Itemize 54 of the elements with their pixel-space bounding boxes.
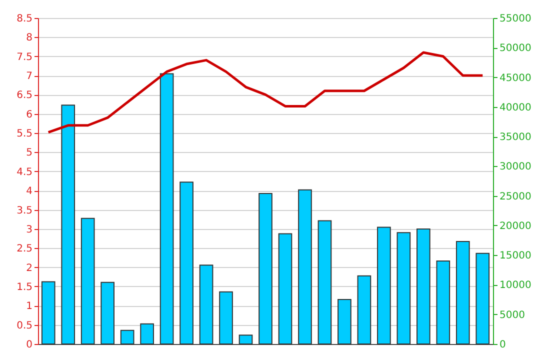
y-tick-label: 6.5 bbox=[16, 90, 32, 102]
line-series bbox=[47, 51, 484, 134]
y-tick-label: 1.5 bbox=[16, 282, 32, 293]
bar bbox=[456, 240, 470, 344]
y-tick-label: 2 bbox=[26, 262, 32, 274]
bar bbox=[377, 226, 391, 344]
bar bbox=[219, 291, 233, 344]
bar bbox=[338, 299, 352, 344]
y2-tick-label: 40000 bbox=[500, 102, 532, 114]
bar bbox=[80, 218, 95, 344]
bar bbox=[120, 330, 134, 344]
bar bbox=[357, 275, 372, 344]
bar bbox=[199, 264, 214, 344]
y-tick-label: 6 bbox=[26, 109, 32, 120]
y2-tick-label: 20000 bbox=[500, 220, 532, 232]
y-tick-label: 0 bbox=[26, 340, 32, 350]
y2-tick-label: 15000 bbox=[500, 250, 532, 262]
bar bbox=[61, 104, 76, 344]
y2-tick-label: 5000 bbox=[500, 310, 525, 321]
bar bbox=[436, 260, 450, 344]
bar bbox=[140, 323, 154, 344]
y2-tick-label: 35000 bbox=[500, 132, 532, 144]
bar bbox=[180, 182, 194, 344]
y-tick-label: 8 bbox=[26, 32, 32, 44]
y2-tick-label: 45000 bbox=[500, 72, 532, 84]
y-tick-label: 3 bbox=[26, 224, 32, 236]
bar bbox=[396, 232, 411, 344]
y2-tick-label: 55000 bbox=[500, 14, 532, 24]
y-tick-label: 7.5 bbox=[16, 52, 32, 63]
bar bbox=[476, 252, 490, 344]
bar bbox=[160, 73, 174, 344]
bar bbox=[298, 189, 312, 344]
y2-tick-label: 25000 bbox=[500, 191, 532, 202]
bar bbox=[238, 334, 253, 344]
bar bbox=[416, 228, 430, 344]
y-tick-label: 7 bbox=[26, 71, 32, 82]
bar bbox=[278, 233, 292, 344]
bar bbox=[100, 282, 114, 344]
y-tick-label: 5.5 bbox=[16, 128, 32, 140]
y-tick-label: 3.5 bbox=[16, 205, 32, 216]
y2-tick-label: 30000 bbox=[500, 162, 532, 173]
y-tick-label: 8.5 bbox=[16, 14, 32, 24]
y-tick-label: 0.5 bbox=[16, 320, 32, 332]
bar bbox=[41, 281, 56, 344]
y-tick-label: 4.5 bbox=[16, 166, 32, 178]
y-tick-label: 5 bbox=[26, 148, 32, 159]
y2-tick-label: 10000 bbox=[500, 280, 532, 292]
y2-tick-label: 0 bbox=[500, 340, 506, 350]
bar bbox=[318, 220, 332, 344]
bar bbox=[258, 192, 272, 344]
y-tick-label: 1 bbox=[26, 301, 32, 312]
y-tick-label: 2.5 bbox=[16, 244, 32, 255]
y-tick-label: 4 bbox=[26, 186, 32, 198]
y2-tick-label: 50000 bbox=[500, 43, 532, 54]
